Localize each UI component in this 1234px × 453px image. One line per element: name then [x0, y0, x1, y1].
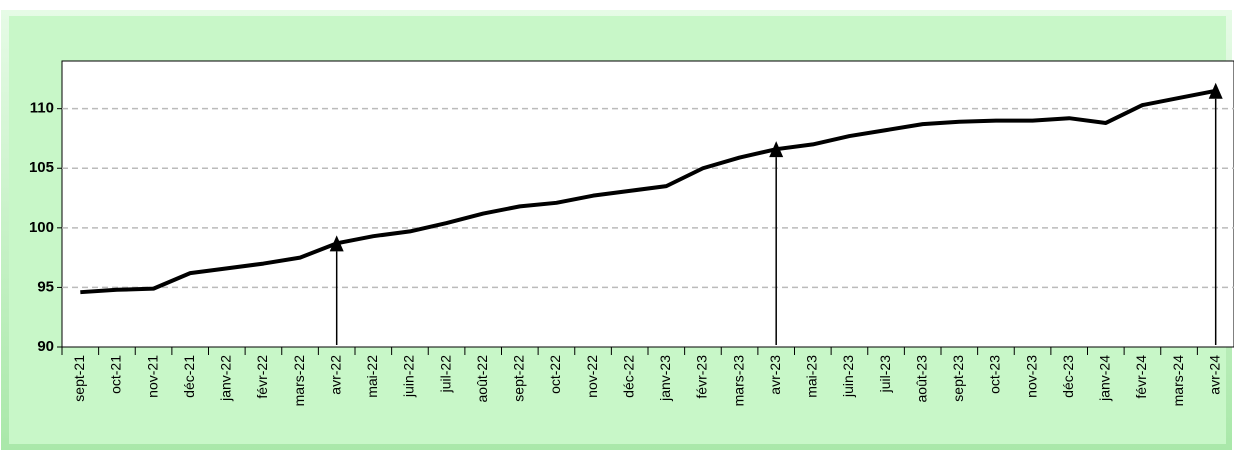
- x-tick-label: nov-22: [584, 355, 600, 398]
- x-tick-label: sept-22: [511, 355, 527, 402]
- y-tick-label: 95: [37, 278, 54, 295]
- y-tick-label: 90: [37, 338, 54, 355]
- x-tick-label: févr-23: [694, 355, 710, 399]
- x-tick-label: mars-23: [730, 355, 746, 407]
- x-tick-label: avr-23: [767, 355, 783, 395]
- x-tick-label: juin-22: [401, 355, 417, 398]
- x-tick-label: mars-24: [1170, 355, 1186, 407]
- x-tick-label: oct-22: [547, 355, 563, 394]
- x-tick-label: déc-21: [181, 355, 197, 398]
- x-tick-label: févr-22: [254, 355, 270, 399]
- data-line: [80, 88, 1217, 295]
- x-tick-label: juin-23: [840, 355, 856, 398]
- x-tick-label: sept-21: [71, 355, 87, 402]
- y-tick-label: 105: [29, 159, 54, 176]
- x-tick-label: juil-23: [877, 355, 893, 394]
- x-tick-label: déc-23: [1060, 355, 1076, 398]
- x-tick-label: juil-22: [437, 355, 453, 394]
- plot-area: [61, 60, 1234, 348]
- x-tick-label: janv-22: [218, 355, 234, 402]
- arrow-head: [1208, 82, 1223, 99]
- x-tick-label: janv-23: [657, 355, 673, 402]
- x-tick-label: oct-23: [987, 355, 1003, 394]
- y-tick-label: 110: [30, 100, 54, 117]
- x-tick-label: août-23: [913, 355, 929, 403]
- x-tick-label: avr-22: [327, 355, 343, 395]
- arrow-head: [329, 235, 344, 252]
- x-tick-label: déc-22: [620, 355, 636, 398]
- x-tick-label: août-22: [474, 355, 490, 403]
- x-tick-label: sept-23: [950, 355, 966, 402]
- x-tick-label: janv-24: [1097, 355, 1113, 402]
- x-tick-label: mai-22: [364, 355, 380, 398]
- x-tick-label: oct-21: [108, 355, 124, 394]
- x-tick-label: mai-23: [804, 355, 820, 398]
- x-tick-label: avr-24: [1206, 355, 1222, 395]
- x-tick-label: févr-24: [1133, 355, 1149, 399]
- x-tick-label: nov-21: [144, 355, 160, 398]
- x-tick-label: nov-23: [1023, 355, 1039, 398]
- arrow-head: [769, 141, 784, 158]
- y-tick-label: 100: [29, 219, 54, 236]
- x-tick-label: mars-22: [291, 355, 307, 407]
